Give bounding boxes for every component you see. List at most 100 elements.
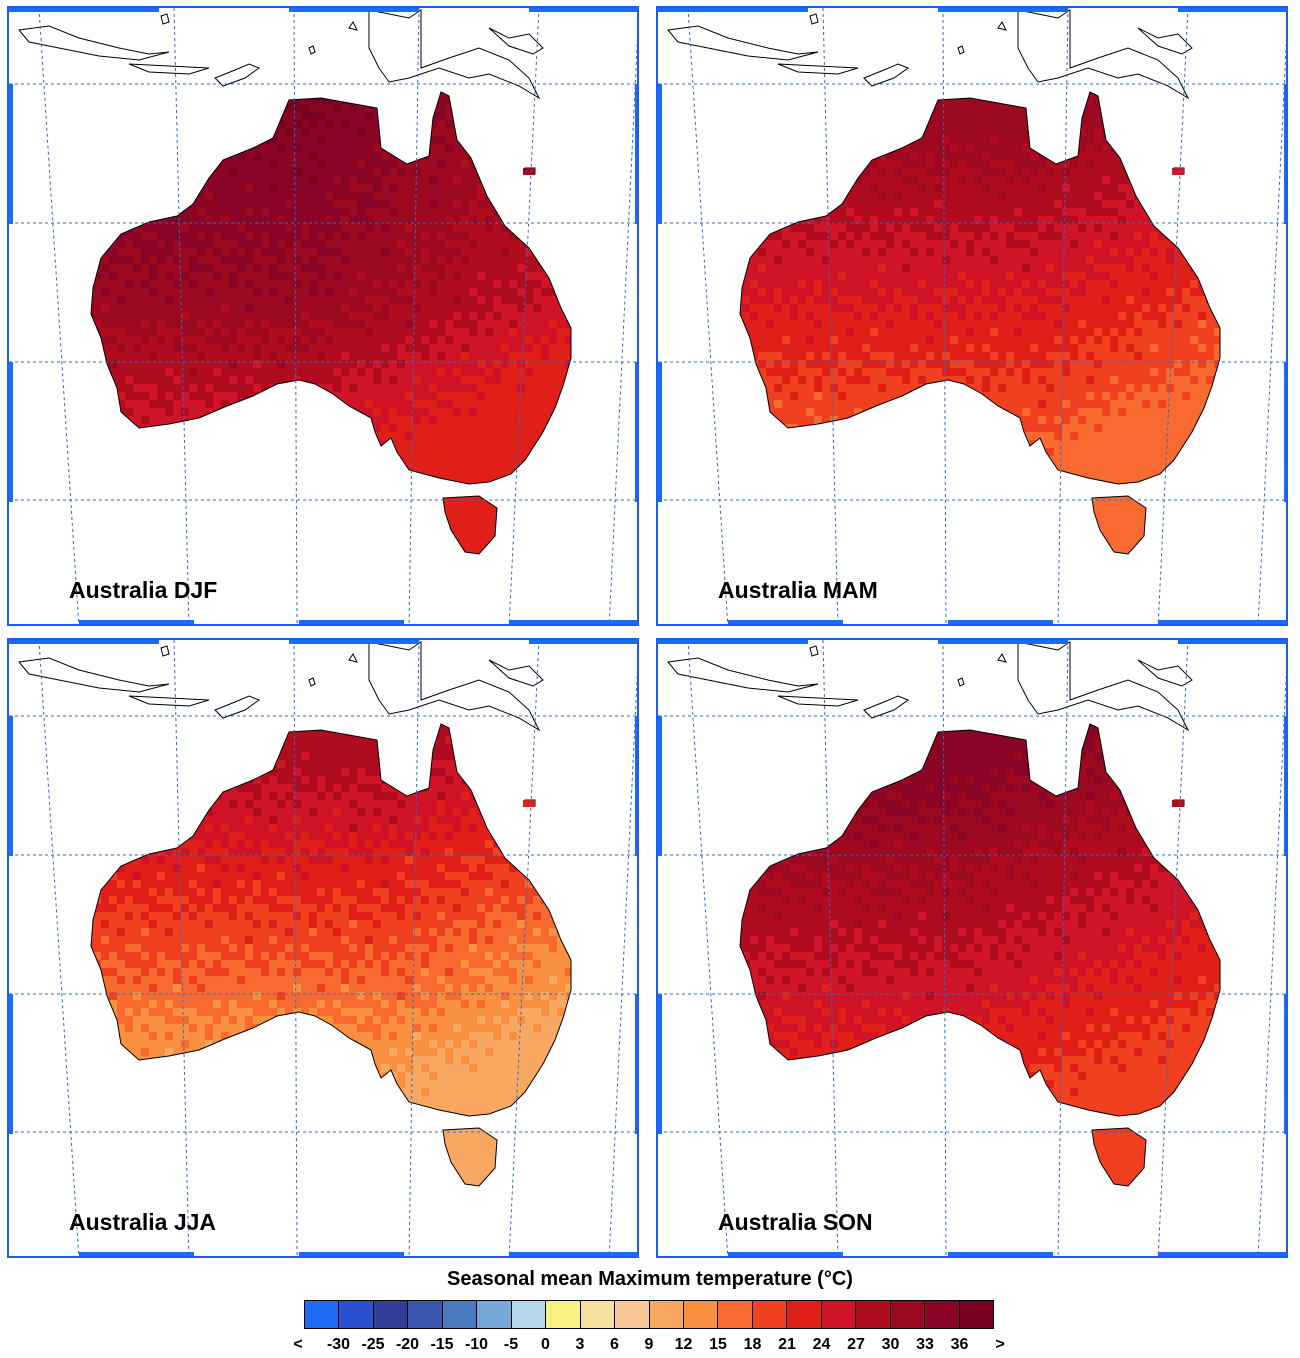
- island-outline: [863, 695, 910, 719]
- colorbar-tick-label: >: [995, 1336, 1005, 1353]
- colorbar-tick-label: 12: [674, 1336, 693, 1353]
- colorbar-swatch: [959, 1301, 994, 1328]
- colorbar-swatch: [580, 1301, 616, 1328]
- island-outline: [957, 45, 965, 55]
- map-panel-jja: Australia JJA: [7, 638, 639, 1258]
- colorbar-swatch: [305, 1301, 340, 1328]
- map-panel-djf: Australia DJF: [7, 6, 639, 626]
- coastline: [739, 91, 1221, 485]
- colorbar-swatch: [787, 1301, 822, 1328]
- colorbar-swatch: [649, 1301, 684, 1328]
- colorbar-tick-label: <: [293, 1336, 303, 1353]
- island-outline: [18, 25, 170, 61]
- island-outline: [128, 63, 210, 75]
- colorbar-swatch: [821, 1301, 857, 1328]
- island-outline: [1017, 9, 1190, 100]
- island-fill: [523, 800, 535, 807]
- colorbar-swatch: [442, 1301, 478, 1328]
- graticule: [9, 8, 637, 624]
- colorbar-tick-label: 33: [916, 1336, 934, 1353]
- island-outline: [348, 21, 358, 31]
- frame-ticks: [9, 8, 637, 624]
- panel-title-djf: Australia DJF: [69, 577, 218, 603]
- colorbar-swatch: [546, 1301, 581, 1328]
- frame-ticks: [658, 640, 1286, 1256]
- colorbar-swatch: [856, 1301, 891, 1328]
- island-outline: [348, 653, 358, 663]
- island-outline: [128, 695, 210, 707]
- colorbar-swatch: [339, 1301, 374, 1328]
- island-outline: [160, 13, 170, 25]
- colorbar-swatch: [752, 1301, 788, 1328]
- colorbar-title: Seasonal mean Maximum temperature (°C): [447, 1268, 853, 1290]
- frame-ticks: [9, 640, 637, 1256]
- colorbar-tick-label: 6: [610, 1336, 619, 1353]
- colorbar-tick-label: -10: [464, 1336, 489, 1353]
- island-outline: [667, 657, 819, 693]
- coastline: [90, 723, 572, 1117]
- island-outline: [997, 21, 1007, 31]
- colorbar-tick-label: 9: [644, 1336, 654, 1353]
- island-outline: [488, 27, 544, 55]
- colorbar-swatch: [890, 1301, 926, 1328]
- colorbar-tick-label: 21: [778, 1336, 796, 1353]
- panel-title-jja: Australia JJA: [69, 1209, 217, 1235]
- island-outline: [1017, 641, 1190, 732]
- colorbar-labels: < -30 -25 -20 -15 -10 -5 0 3 6 9 12 15 18 21 24 27 30 33 36…: [290, 1336, 1010, 1356]
- frame-ticks: [658, 8, 1286, 624]
- map-svg-son: [658, 640, 1286, 1256]
- map-svg-djf: [9, 8, 637, 624]
- map-panel-son: Australia SON: [656, 638, 1288, 1258]
- colorbar-tick-label: -15: [430, 1336, 454, 1353]
- colorbar-swatch: [718, 1301, 753, 1328]
- colorbar-swatch: [373, 1301, 409, 1328]
- island-outline: [368, 9, 541, 100]
- map-svg-mam: [658, 8, 1286, 624]
- island-outline: [667, 25, 819, 61]
- colorbar-tick-label: 30: [881, 1336, 900, 1353]
- island-outline: [308, 677, 316, 687]
- island-outline: [308, 45, 316, 55]
- colorbar-swatch: [511, 1301, 547, 1328]
- colorbar-swatch: [615, 1301, 650, 1328]
- colorbar-tick-label: 24: [812, 1336, 831, 1353]
- island-fill: [1172, 800, 1184, 807]
- island-outline: [1137, 27, 1193, 55]
- island-outline: [777, 63, 859, 75]
- island-outline: [863, 63, 910, 87]
- coastline: [739, 723, 1221, 1117]
- island-outline: [368, 641, 541, 732]
- colorbar-tick-label: -30: [326, 1336, 351, 1353]
- colorbar-tick-label: 27: [847, 1336, 865, 1353]
- island-outline: [997, 653, 1007, 663]
- panel-title-mam: Australia MAM: [718, 577, 878, 603]
- graticule: [658, 8, 1286, 624]
- colorbar-tick-label: -5: [503, 1336, 519, 1353]
- island-outline: [18, 657, 170, 693]
- island-outline: [809, 13, 819, 25]
- colorbar-tick-label: 15: [709, 1336, 727, 1353]
- island-outline: [160, 645, 170, 657]
- island-outline: [488, 659, 544, 687]
- island-outline: [214, 695, 261, 719]
- island-outline: [957, 677, 965, 687]
- colorbar: [304, 1300, 994, 1329]
- panel-title-son: Australia SON: [718, 1209, 873, 1235]
- graticule: [658, 640, 1286, 1256]
- colorbar-tick-label: -25: [361, 1336, 385, 1353]
- island-outline: [1137, 659, 1193, 687]
- colorbar-tick-label: 18: [743, 1336, 762, 1353]
- colorbar-tick-label: 36: [950, 1336, 969, 1353]
- colorbar-swatch: [683, 1301, 719, 1328]
- map-svg-jja: [9, 640, 637, 1256]
- colorbar-tick-label: 3: [575, 1336, 585, 1353]
- graticule: [9, 640, 637, 1256]
- map-panel-mam: Australia MAM: [656, 6, 1288, 626]
- island-outline: [214, 63, 261, 87]
- colorbar-tick-label: -20: [395, 1336, 420, 1353]
- colorbar-swatch: [477, 1301, 512, 1328]
- island-fill: [523, 168, 535, 175]
- island-fill: [1172, 168, 1184, 175]
- colorbar-swatch: [408, 1301, 443, 1328]
- colorbar-tick-label: 0: [541, 1336, 550, 1353]
